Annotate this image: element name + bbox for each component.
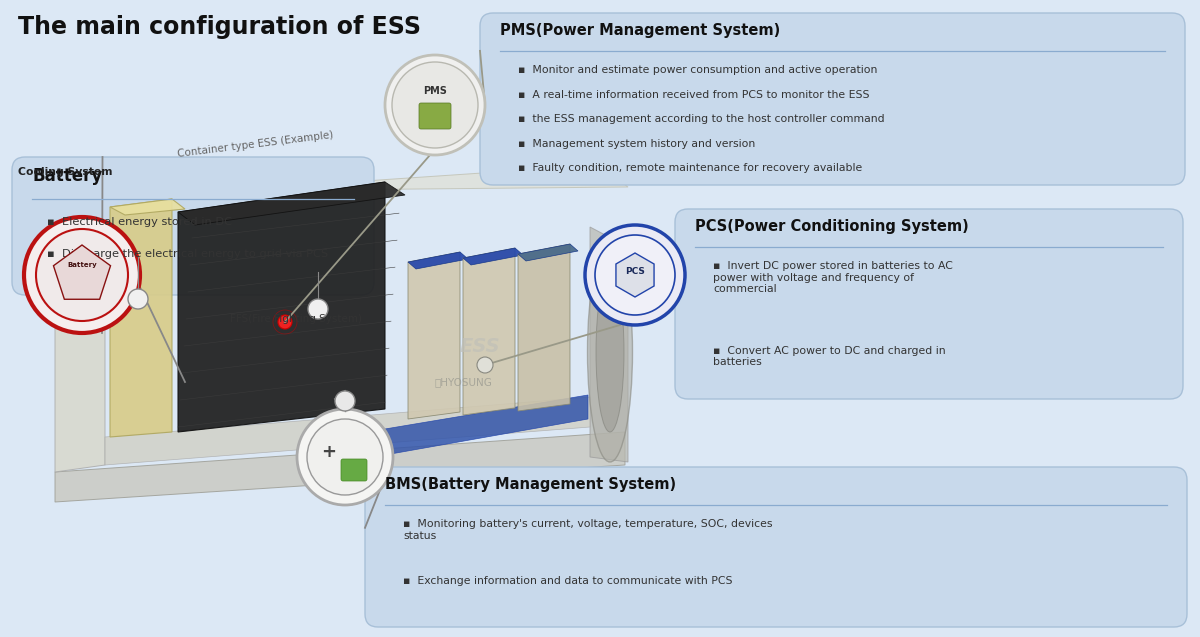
Text: ▪  Exchange information and data to communicate with PCS: ▪ Exchange information and data to commu… xyxy=(403,576,732,586)
Polygon shape xyxy=(55,192,106,472)
Polygon shape xyxy=(110,199,185,215)
Polygon shape xyxy=(55,432,625,502)
Text: ▪  Faulty condition, remote maintenance for recovery available: ▪ Faulty condition, remote maintenance f… xyxy=(518,163,863,173)
Circle shape xyxy=(278,315,292,329)
Polygon shape xyxy=(590,227,628,462)
Text: ⓉHYOSUNG: ⓉHYOSUNG xyxy=(434,377,493,387)
Polygon shape xyxy=(408,252,460,419)
Circle shape xyxy=(476,357,493,373)
Text: ESS: ESS xyxy=(460,337,500,356)
Circle shape xyxy=(335,391,355,411)
Text: Container type ESS (Example): Container type ESS (Example) xyxy=(176,130,334,159)
Polygon shape xyxy=(518,244,570,411)
Text: ▪  Monitor and estimate power consumption and active operation: ▪ Monitor and estimate power consumption… xyxy=(518,65,877,75)
Ellipse shape xyxy=(596,272,624,432)
Circle shape xyxy=(385,55,485,155)
Text: Battery: Battery xyxy=(32,167,102,185)
Polygon shape xyxy=(106,397,590,465)
FancyBboxPatch shape xyxy=(365,467,1187,627)
Polygon shape xyxy=(385,395,588,455)
Text: ▪  Invert DC power stored in batteries to AC
power with voltage and frequency of: ▪ Invert DC power stored in batteries to… xyxy=(713,261,953,294)
Polygon shape xyxy=(616,253,654,297)
Circle shape xyxy=(128,289,148,309)
FancyBboxPatch shape xyxy=(674,209,1183,399)
Polygon shape xyxy=(54,245,110,299)
FancyBboxPatch shape xyxy=(341,459,367,481)
Polygon shape xyxy=(178,182,406,225)
Ellipse shape xyxy=(588,242,632,462)
Text: The main configuration of ESS: The main configuration of ESS xyxy=(18,15,421,39)
Polygon shape xyxy=(408,252,468,269)
Polygon shape xyxy=(110,199,172,437)
Text: ▪  Management system history and version: ▪ Management system history and version xyxy=(518,138,755,148)
Text: Battery: Battery xyxy=(67,262,97,268)
Text: ▪  A real-time information received from PCS to monitor the ESS: ▪ A real-time information received from … xyxy=(518,90,870,99)
Circle shape xyxy=(24,217,140,333)
Text: PMS(Power Management System): PMS(Power Management System) xyxy=(500,23,780,38)
Text: PCS: PCS xyxy=(625,266,644,275)
FancyBboxPatch shape xyxy=(419,103,451,129)
Polygon shape xyxy=(463,248,515,415)
Circle shape xyxy=(36,229,128,321)
Polygon shape xyxy=(55,165,628,202)
Text: Cooling System: Cooling System xyxy=(18,167,113,177)
Text: PMS: PMS xyxy=(424,86,446,96)
FancyBboxPatch shape xyxy=(12,157,374,295)
Circle shape xyxy=(308,299,328,319)
Circle shape xyxy=(307,419,383,495)
Circle shape xyxy=(586,225,685,325)
Text: ▪  the ESS management according to the host controller command: ▪ the ESS management according to the ho… xyxy=(518,114,884,124)
FancyBboxPatch shape xyxy=(480,13,1186,185)
Circle shape xyxy=(392,62,478,148)
Text: PCS(Power Conditioning System): PCS(Power Conditioning System) xyxy=(695,219,968,234)
Polygon shape xyxy=(518,244,578,261)
Text: ▪  Electrical energy stored in DC: ▪ Electrical energy stored in DC xyxy=(47,217,232,227)
Text: ▪  Discharge the electrical energy to grid via PCS: ▪ Discharge the electrical energy to gri… xyxy=(47,249,328,259)
Text: FFS(Fire Fighting System): FFS(Fire Fighting System) xyxy=(230,314,362,324)
Polygon shape xyxy=(178,182,385,432)
Text: +: + xyxy=(322,443,336,461)
Text: ▪  Monitoring battery's current, voltage, temperature, SOC, devices
status: ▪ Monitoring battery's current, voltage,… xyxy=(403,519,773,541)
Polygon shape xyxy=(463,248,523,265)
Text: BMS(Battery Management System): BMS(Battery Management System) xyxy=(385,477,676,492)
Text: ▪  Convert AC power to DC and charged in
batteries: ▪ Convert AC power to DC and charged in … xyxy=(713,345,946,367)
Circle shape xyxy=(595,235,674,315)
Circle shape xyxy=(298,409,394,505)
